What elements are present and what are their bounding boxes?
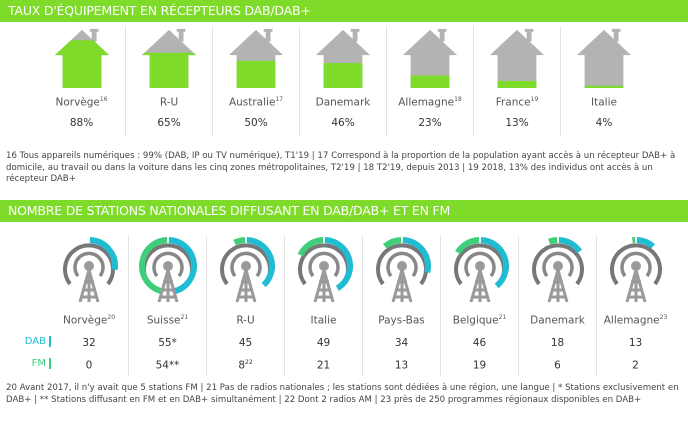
fm-row-label: FM <box>22 358 51 369</box>
fm-arc <box>454 237 479 255</box>
fm-count: 0 <box>85 359 93 371</box>
station-item: Italie 49 21 <box>284 236 362 376</box>
house-fill <box>141 52 197 88</box>
house-icon <box>141 28 197 88</box>
dab-count: 45 <box>238 336 253 349</box>
fm-count: 13 <box>394 359 409 371</box>
station-item: Belgique21 46 19 <box>440 236 518 376</box>
house-item: France19 13% <box>473 26 560 136</box>
equipment-rate: 50% <box>244 116 268 129</box>
radio-tower-icon <box>453 237 509 302</box>
country-name: Italie <box>591 96 617 109</box>
country-name: Norvège20 <box>62 314 116 327</box>
radio-tower-icon <box>219 237 275 302</box>
dab-arc <box>89 237 118 271</box>
house-item: Australie17 50% <box>212 26 299 136</box>
radio-tower-icon <box>375 237 431 302</box>
country-name: R-U <box>159 96 179 109</box>
country-name: Norvège16 <box>55 96 108 109</box>
house-icon <box>315 28 371 88</box>
dab-count: 55* <box>158 336 177 349</box>
fm-count: 2 <box>632 359 639 371</box>
dab-arc <box>402 237 431 274</box>
fm-arc <box>138 237 167 294</box>
station-item: R-U 45 822 <box>206 236 284 376</box>
house-item: Allemagne18 23% <box>386 26 473 136</box>
fm-arc <box>547 237 557 245</box>
house-item: Danemark 46% <box>299 26 386 136</box>
dab-arc <box>168 237 197 295</box>
equipment-rate: 46% <box>331 116 355 129</box>
country-name: France19 <box>495 96 539 109</box>
house-icon <box>489 28 545 88</box>
dab-arc <box>558 237 582 254</box>
house-item: Norvège16 88% <box>38 26 125 136</box>
dab-count: 32 <box>82 336 96 349</box>
dab-arc <box>324 237 353 291</box>
country-name: R-U <box>236 314 255 327</box>
fm-count: 822 <box>238 358 253 372</box>
house-fill <box>228 60 284 88</box>
station-item: Allemagne23 13 2 <box>596 236 674 376</box>
fm-arc <box>382 237 401 249</box>
house-fill <box>54 40 109 88</box>
house-icon <box>54 28 109 88</box>
house-fill <box>576 85 632 88</box>
station-item: Danemark 18 6 <box>518 236 596 376</box>
country-name: Suisse21 <box>146 314 189 327</box>
footnote-stations: 20 Avant 2017, il n'y avait que 5 statio… <box>6 383 679 405</box>
house-fill <box>402 75 458 88</box>
dab-arc <box>246 237 275 288</box>
house-item: Italie 4% <box>560 26 647 136</box>
dab-count: 34 <box>394 336 409 349</box>
radio-tower-icon <box>63 237 118 302</box>
dab-arc <box>480 237 509 289</box>
fm-arc <box>232 237 245 246</box>
equipment-rate: 4% <box>595 116 613 129</box>
dab-count: 49 <box>316 336 331 349</box>
radio-tower-icon <box>609 237 662 302</box>
fm-count: 21 <box>316 359 331 371</box>
fm-count: 19 <box>472 359 487 371</box>
country-name: Danemark <box>315 96 371 109</box>
country-name: Danemark <box>530 314 585 327</box>
dab-count: 46 <box>472 336 487 349</box>
house-grid: Norvège16 88% R-U 65% Australie17 50% Da… <box>38 26 647 136</box>
country-name: Allemagne18 <box>398 96 462 109</box>
radio-tower-icon <box>531 237 584 302</box>
country-name: Belgique21 <box>452 314 507 327</box>
dab-arc <box>636 237 655 249</box>
fm-arc <box>297 237 323 257</box>
house-icon <box>228 28 284 88</box>
station-item: Norvège20 32 0 <box>50 236 128 376</box>
equipment-rate: 23% <box>418 116 442 129</box>
house-icon <box>576 28 632 88</box>
tower-grid: Norvège20 32 0 Suisse21 55* 54** R-U 45 … <box>50 236 674 376</box>
station-item: Suisse21 55* 54** <box>128 236 206 376</box>
country-name: Allemagne23 <box>603 314 668 327</box>
country-name: Italie <box>310 314 337 327</box>
radio-tower-icon <box>138 237 197 302</box>
equipment-rate: 65% <box>157 116 181 129</box>
station-item: Pays-Bas 34 13 <box>362 236 440 376</box>
fm-count: 54** <box>155 359 180 371</box>
house-fill <box>489 80 545 88</box>
dab-count: 13 <box>628 336 643 349</box>
radio-tower-icon <box>297 237 353 302</box>
equipment-rate: 13% <box>505 116 529 129</box>
house-fill <box>315 63 371 88</box>
footnote-equipment: 16 Tous appareils numériques : 99% (DAB,… <box>6 151 676 184</box>
house-icon <box>402 28 458 88</box>
equipment-rate: 88% <box>69 116 94 129</box>
section-header-equipment: TAUX D'ÉQUIPEMENT EN RÉCEPTEURS DAB/DAB+ <box>0 0 688 22</box>
section-header-stations: NOMBRE DE STATIONS NATIONALES DIFFUSANT … <box>0 200 688 222</box>
dab-row-label: DAB <box>22 336 51 347</box>
dab-count: 18 <box>550 336 565 349</box>
country-name: Pays-Bas <box>378 314 425 327</box>
house-item: R-U 65% <box>125 26 212 136</box>
country-name: Australie17 <box>228 96 284 109</box>
fm-count: 6 <box>554 359 561 371</box>
